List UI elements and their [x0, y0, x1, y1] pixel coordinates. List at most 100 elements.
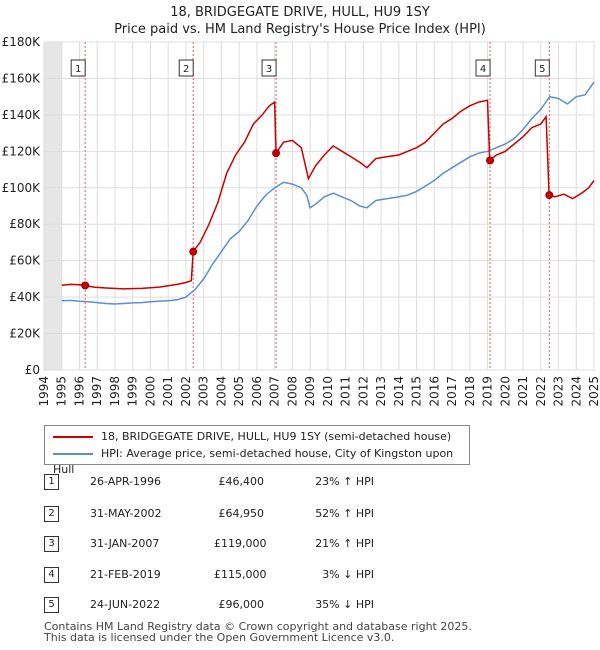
x-tick-label: 2023 — [552, 376, 566, 407]
sale-marker-box — [178, 59, 194, 77]
row-price: £64,950 — [218, 507, 265, 520]
legend-item-hpi: HPI: Average price, semi-detached house,… — [53, 446, 469, 476]
x-tick-label: 2010 — [321, 376, 335, 407]
x-tick-label: 2016 — [427, 376, 441, 407]
sale-marker-label: 3 — [266, 64, 272, 75]
y-tick-label: £100K — [2, 181, 42, 195]
y-tick-label: £120K — [2, 144, 42, 158]
sale-point — [486, 156, 495, 165]
legend: 18, BRIDGEGATE DRIVE, HULL, HU9 1SY (sem… — [44, 425, 470, 476]
x-tick-label: 2022 — [534, 376, 548, 407]
row-price: £115,000 — [214, 568, 267, 581]
y-tick-label: £0 — [25, 363, 40, 377]
row-date: 24-JUN-2022 — [90, 598, 161, 611]
x-tick-label: 2001 — [161, 376, 175, 407]
x-tick-label: 1997 — [90, 376, 104, 407]
row-price: £96,000 — [218, 598, 265, 611]
x-tick-label: 2020 — [498, 376, 512, 407]
sale-point — [81, 281, 90, 290]
x-tick-label: 2009 — [303, 376, 317, 407]
sale-marker-box — [70, 59, 86, 77]
x-tick-label: 1996 — [72, 376, 86, 407]
sale-point — [272, 149, 281, 158]
x-tick-label: 2017 — [445, 376, 459, 407]
row-date: 31-JAN-2007 — [90, 537, 160, 550]
price-chart: £0 £20K £40K £60K £80K £100K £120K £140K £160K £1… — [2, 35, 600, 407]
sale-marker-label: 4 — [480, 64, 486, 75]
x-tick-label: 1998 — [108, 376, 122, 407]
hpi-line — [61, 81, 595, 305]
sale-point — [189, 247, 198, 256]
x-tick-label: 1994 — [37, 376, 51, 407]
y-tick-label: £60K — [9, 254, 41, 268]
sale-marker-label: 1 — [75, 64, 81, 75]
row-marker: 4 — [44, 567, 59, 583]
footer-line1: Contains HM Land Registry data © Crown c… — [44, 620, 472, 633]
x-tick-label: 2019 — [481, 376, 495, 407]
x-tick-label: 1999 — [126, 376, 140, 407]
sale-marker-box — [534, 59, 550, 77]
x-tick-label: 2018 — [463, 376, 477, 407]
table-row: 1 26-APR-1996 £46,400 23% ↑ HPI — [44, 474, 444, 490]
x-tick-label: 2013 — [374, 376, 388, 407]
x-tick-label: 2000 — [143, 376, 157, 407]
sale-point — [545, 191, 554, 200]
footer-line2: This data is licensed under the Open Gov… — [44, 631, 395, 644]
x-tick-label: 2014 — [392, 376, 406, 407]
legend-swatch-hpi — [53, 453, 93, 455]
chart-title-line1: 18, BRIDGEGATE DRIVE, HULL, HU9 1SY — [170, 5, 430, 20]
row-marker: 3 — [44, 536, 59, 552]
chart-title: 18, BRIDGEGATE DRIVE, HULL, HU9 1SY Pric… — [0, 4, 600, 38]
legend-label-property: 18, BRIDGEGATE DRIVE, HULL, HU9 1SY (sem… — [101, 430, 452, 443]
row-price: £119,000 — [214, 537, 267, 550]
shaded-region — [44, 42, 62, 370]
plot-area — [43, 41, 595, 371]
chart-title-line2: Price paid vs. HM Land Registry's House … — [114, 22, 486, 37]
x-tick-label: 2012 — [356, 376, 370, 407]
table-row: 3 31-JAN-2007 £119,000 21% ↑ HPI — [44, 536, 444, 552]
row-marker: 2 — [44, 506, 59, 522]
table-row: 5 24-JUN-2022 £96,000 35% ↓ HPI — [44, 597, 444, 613]
row-hpi: 3% ↓ HPI — [322, 568, 374, 581]
x-tick-label: 2002 — [179, 376, 193, 407]
y-tick-label: £20K — [9, 327, 41, 341]
x-tick-label: 2007 — [268, 376, 282, 407]
table-row: 4 21-FEB-2019 £115,000 3% ↓ HPI — [44, 567, 444, 583]
row-hpi: 35% ↓ HPI — [315, 598, 374, 611]
row-date: 21-FEB-2019 — [90, 568, 161, 581]
x-tick-label: 2003 — [197, 376, 211, 407]
property-price-line — [61, 99, 595, 290]
x-tick-label: 1995 — [55, 376, 69, 407]
sale-marker-box — [475, 59, 491, 77]
row-marker: 5 — [44, 597, 59, 613]
row-hpi: 52% ↑ HPI — [315, 507, 374, 520]
x-tick-label: 2025 — [587, 376, 600, 407]
x-tick-label: 2006 — [250, 376, 264, 407]
x-tick-label: 2015 — [410, 376, 424, 407]
y-tick-label: £180K — [2, 35, 42, 49]
y-tick-label: £40K — [9, 290, 41, 304]
legend-label-hpi: HPI: Average price, semi-detached house,… — [53, 447, 454, 476]
x-tick-label: 2004 — [214, 376, 228, 407]
table-row: 2 31-MAY-2002 £64,950 52% ↑ HPI — [44, 506, 444, 522]
row-marker: 1 — [44, 474, 59, 490]
row-hpi: 21% ↑ HPI — [315, 537, 374, 550]
row-date: 31-MAY-2002 — [90, 507, 162, 520]
legend-item-property: 18, BRIDGEGATE DRIVE, HULL, HU9 1SY (sem… — [53, 429, 451, 445]
legend-swatch-property — [53, 436, 93, 438]
footer-note: Contains HM Land Registry data © Crown c… — [44, 621, 472, 643]
sale-marker-box — [261, 59, 277, 77]
x-tick-label: 2011 — [339, 376, 353, 407]
sale-marker-label: 5 — [539, 64, 545, 75]
y-tick-label: £160K — [2, 71, 42, 85]
y-tick-label: £140K — [2, 108, 42, 122]
x-tick-label: 2024 — [569, 376, 583, 407]
x-tick-label: 2021 — [516, 376, 530, 407]
x-tick-label: 2005 — [232, 376, 246, 407]
y-tick-label: £80K — [9, 217, 41, 231]
row-price: £46,400 — [218, 475, 265, 488]
x-tick-label: 2008 — [285, 376, 299, 407]
row-hpi: 23% ↑ HPI — [315, 475, 374, 488]
sale-marker-label: 2 — [183, 64, 189, 75]
row-date: 26-APR-1996 — [90, 475, 162, 488]
